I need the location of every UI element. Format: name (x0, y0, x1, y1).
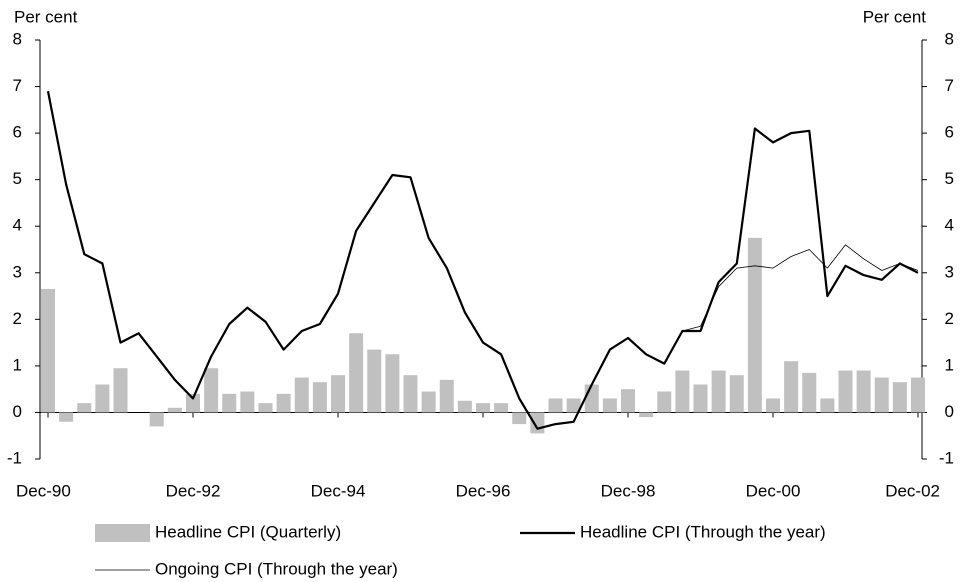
bar (494, 403, 509, 413)
y2-tick-label: 0 (945, 402, 954, 421)
y-tick-label: 3 (13, 262, 22, 281)
bar (167, 407, 182, 413)
bar (204, 368, 219, 413)
bar (331, 375, 345, 413)
bar (349, 333, 364, 413)
bar (657, 391, 672, 413)
bar (149, 412, 164, 427)
y2-tick-label: 2 (945, 309, 954, 328)
legend-label: Headline CPI (Through the year) (580, 522, 826, 541)
bar (41, 289, 55, 413)
x-tick-label: Dec-96 (456, 481, 511, 500)
bar (258, 403, 273, 413)
bar (693, 384, 708, 413)
bar (439, 379, 454, 413)
bar (784, 361, 799, 413)
y-axis-label: Per cent (14, 7, 78, 26)
legend-swatch (95, 524, 150, 542)
bar (584, 384, 599, 413)
bar (186, 393, 200, 413)
y-tick-label: 5 (13, 169, 22, 188)
y-tick-label: 2 (13, 309, 22, 328)
y2-tick-label: 5 (945, 169, 954, 188)
legend-label: Ongoing CPI (Through the year) (155, 559, 398, 578)
bar (766, 398, 780, 413)
bar (113, 368, 128, 413)
x-tick-label: Dec-00 (746, 481, 801, 500)
y-tick-label: 8 (13, 29, 22, 48)
bar (820, 398, 835, 413)
bar (838, 370, 853, 413)
bar (729, 375, 744, 413)
y2-tick-label: 1 (945, 355, 954, 374)
bar (675, 370, 690, 413)
y-tick-label: 0 (13, 402, 22, 421)
x-tick-label: Dec-02 (885, 481, 940, 500)
y2-tick-label: 8 (945, 29, 954, 48)
bar (566, 398, 581, 413)
bar (621, 389, 635, 413)
y2-tick-label: -1 (939, 448, 954, 467)
x-tick-label: Dec-98 (601, 481, 656, 500)
y-tick-label: -1 (7, 448, 22, 467)
y-tick-label: 7 (13, 76, 22, 95)
bar (639, 412, 654, 418)
bar (512, 412, 527, 425)
bar (222, 393, 237, 413)
x-tick-label: Dec-94 (311, 481, 366, 500)
y-tick-label: 1 (13, 355, 22, 374)
y2-axis-label: Per cent (863, 7, 927, 26)
bar (403, 375, 418, 413)
bar (457, 400, 472, 413)
line (46, 90, 919, 430)
bar (367, 349, 382, 413)
y-tick-label: 4 (13, 216, 22, 235)
bar (911, 377, 925, 413)
bar (276, 393, 291, 413)
line (682, 244, 919, 332)
bar (856, 370, 871, 413)
y2-tick-label: 4 (945, 216, 954, 235)
bar (95, 384, 110, 413)
bar (747, 237, 762, 413)
bar (385, 354, 400, 413)
bar (294, 377, 309, 413)
bar (77, 403, 92, 413)
bar (59, 412, 74, 422)
bar (476, 403, 490, 413)
y2-tick-label: 3 (945, 262, 954, 281)
y2-tick-label: 7 (945, 76, 954, 95)
bar (602, 398, 617, 413)
bar (240, 391, 255, 413)
bar (874, 377, 889, 413)
x-tick-label: Dec-90 (16, 481, 71, 500)
bar (802, 372, 817, 413)
bar (421, 391, 436, 413)
bar (892, 382, 907, 413)
x-tick-label: Dec-92 (166, 481, 221, 500)
y-tick-label: 6 (13, 123, 22, 142)
legend-label: Headline CPI (Quarterly) (155, 522, 341, 541)
y2-tick-label: 6 (945, 123, 954, 142)
bar (548, 398, 563, 413)
bar (312, 382, 327, 413)
bar (530, 412, 545, 434)
bar (711, 370, 726, 413)
